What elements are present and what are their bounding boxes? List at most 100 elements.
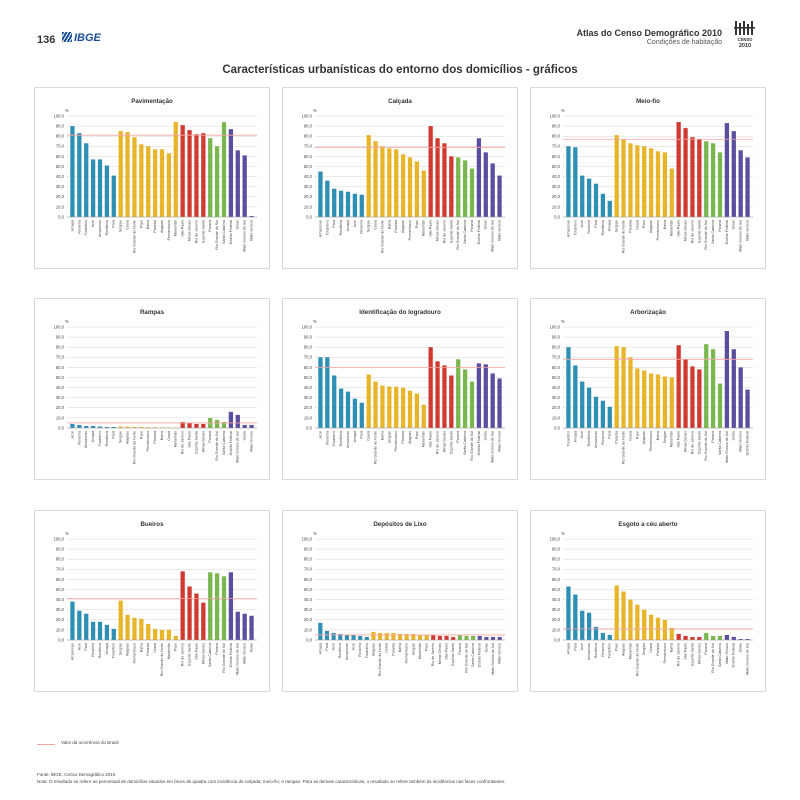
bar	[676, 345, 681, 428]
bar	[414, 393, 420, 428]
chart-identificacao-logradouro: % 0,0 10,0 20,0 30,0 40,0 50,0 60,0 70,0 80,0 90,0…	[302, 319, 505, 464]
x-tick-label: Mato Grosso do Sul	[491, 431, 495, 463]
bar	[366, 135, 371, 217]
bar	[358, 635, 363, 640]
x-tick-label: Roraima	[601, 643, 605, 657]
y-tick-label: 50,0	[552, 375, 561, 380]
bar	[159, 427, 165, 428]
bar	[676, 633, 681, 640]
x-tick-label: Goiás	[243, 431, 247, 441]
bar	[724, 331, 730, 428]
bar	[104, 624, 110, 640]
x-tick-label: Paraná	[458, 643, 462, 655]
bar	[152, 149, 158, 217]
x-tick-label: Mato Grosso do Sul	[236, 643, 240, 675]
x-tick-label: Tocantins	[112, 643, 116, 658]
x-tick-label: Amazonas	[98, 220, 102, 237]
x-tick-label: Pará	[332, 220, 336, 228]
x-tick-label: Distrito Federal	[725, 220, 729, 245]
x-tick-label: Distrito Federal	[477, 431, 481, 456]
y-tick-label: 0,0	[306, 637, 312, 642]
x-tick-label: Roraima	[77, 220, 81, 234]
bar	[373, 141, 378, 217]
bar	[738, 638, 743, 640]
bar	[710, 349, 716, 428]
x-tick-label: Goiás	[739, 643, 743, 653]
bar	[704, 344, 709, 428]
y-tick-label: 20,0	[56, 617, 65, 622]
censo-2010-logo: CENSO 2010	[734, 21, 755, 48]
ibge-logo-text: IBGE	[74, 32, 101, 44]
x-tick-label: Mato Grosso do Sul	[746, 643, 750, 675]
x-tick-label: Amazonas	[594, 431, 598, 448]
x-tick-label: Amapá	[566, 643, 570, 654]
legend-reference-line	[37, 744, 55, 745]
x-tick-label: Minas Gerais	[188, 220, 192, 241]
bar	[435, 361, 440, 428]
bar	[187, 586, 192, 640]
x-tick-label: Ceará	[385, 643, 389, 653]
x-tick-label: Acre	[580, 220, 584, 227]
x-tick-label: Paraná	[456, 431, 460, 443]
bar	[451, 636, 456, 640]
bar	[242, 424, 247, 428]
bar	[352, 398, 358, 428]
bar	[201, 133, 206, 217]
y-axis-unit: %	[313, 108, 317, 113]
y-tick-label: 30,0	[56, 607, 65, 612]
bar	[180, 125, 185, 217]
x-tick-label: Mato Grosso do Sul	[491, 220, 495, 252]
bar	[84, 425, 89, 428]
bar	[483, 364, 488, 428]
bar	[90, 159, 96, 217]
x-tick-label: Bahia	[146, 220, 150, 229]
x-tick-label: Bahia	[663, 220, 667, 229]
bar	[387, 148, 392, 217]
x-tick-label: Espírito Santo	[451, 643, 455, 666]
x-tick-label: Rondônia	[105, 220, 109, 235]
bar	[580, 610, 585, 640]
bar	[187, 422, 192, 428]
bar	[152, 628, 158, 640]
bar	[194, 593, 199, 640]
bar	[146, 146, 151, 217]
y-tick-label: 90,0	[304, 547, 313, 552]
x-tick-label: Roraima	[601, 431, 605, 445]
x-tick-label: São Paulo	[429, 220, 433, 237]
x-tick-label: Amapá	[318, 643, 322, 654]
y-tick-label: 40,0	[56, 385, 65, 390]
bar	[648, 148, 654, 217]
x-tick-label: Amapá	[346, 220, 350, 231]
x-tick-label: Sergipe	[615, 220, 619, 232]
bar	[132, 617, 137, 640]
x-tick-label: Piauí	[139, 220, 143, 228]
x-tick-label: Ceará	[649, 643, 653, 653]
x-tick-label: Rondônia	[105, 431, 109, 446]
bar	[655, 374, 661, 428]
x-tick-label: Mato Grosso do Sul	[236, 431, 240, 463]
x-tick-label: Tocantins	[608, 643, 612, 658]
bar	[378, 632, 383, 640]
y-tick-label: 0,0	[58, 425, 64, 430]
y-tick-label: 20,0	[304, 405, 313, 410]
x-tick-label: Goiás	[484, 220, 488, 230]
x-tick-label: Maranhão	[174, 431, 178, 447]
bar	[139, 144, 144, 217]
y-tick-label: 90,0	[552, 547, 561, 552]
x-tick-label: Mato Grosso	[725, 643, 729, 664]
bar	[731, 131, 736, 217]
x-tick-label: Maranhão	[422, 220, 426, 236]
x-tick-label: Paraná	[718, 220, 722, 232]
page-title: Características urbanísticas do entorno …	[222, 64, 578, 76]
x-tick-label: Sergipe	[119, 643, 123, 655]
x-tick-label: Alagoas	[126, 643, 130, 656]
y-tick-label: 40,0	[552, 174, 561, 179]
footer-note: Nota: O resultado se refere ao percentua…	[37, 779, 506, 784]
x-tick-label: Pernambuco	[405, 643, 409, 663]
bar	[628, 357, 633, 428]
x-tick-label: Paraná	[208, 220, 212, 232]
bar	[391, 632, 396, 640]
x-tick-label: Amazonas	[566, 220, 570, 237]
chart-title: Rampas	[139, 309, 165, 316]
y-tick-label: 50,0	[56, 587, 65, 592]
